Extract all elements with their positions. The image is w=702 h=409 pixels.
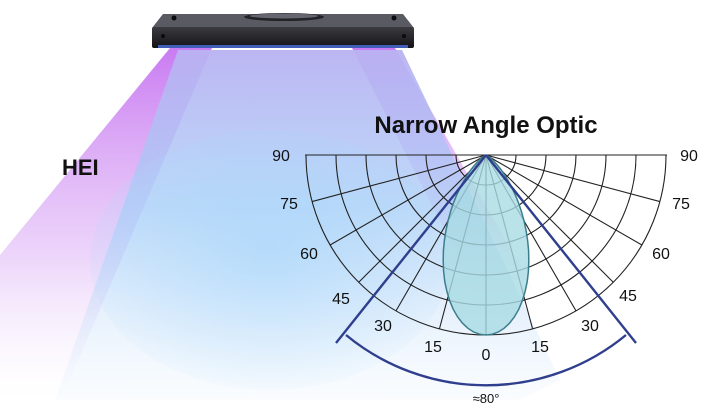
grid-radial — [485, 154, 643, 246]
angle-label-right-45: 45 — [619, 288, 637, 305]
beam-spread-indicator — [335, 154, 637, 387]
grid-radial — [485, 154, 614, 283]
beam-spread-line-left — [335, 154, 487, 344]
angle-label-right-75: 75 — [672, 196, 690, 213]
angle-label-right-30: 30 — [581, 318, 599, 335]
beam-pattern-lobe — [442, 154, 530, 336]
grid-radial — [329, 154, 487, 246]
angle-label-center-0: 0 — [482, 347, 491, 364]
angle-label-right-60: 60 — [652, 246, 670, 263]
grid-radial — [358, 154, 487, 283]
angle-label-left-90: 90 — [272, 148, 290, 165]
angle-label-right-90: 90 — [680, 148, 698, 165]
angle-label-left-15: 15 — [424, 339, 442, 356]
led-light-fixture-icon — [152, 13, 414, 48]
brand-label: HEI — [62, 155, 99, 180]
angle-label-left-75: 75 — [280, 196, 298, 213]
grid-radial — [485, 154, 661, 203]
beam-spread-arc — [345, 334, 627, 387]
angle-label-left-60: 60 — [300, 246, 318, 263]
angle-label-left-30: 30 — [374, 318, 392, 335]
beam-spread-line-right — [485, 154, 637, 344]
beam-spread-label: ≈80° — [473, 391, 500, 406]
diagram-title: Narrow Angle Optic — [374, 112, 597, 139]
angle-label-right-15: 15 — [531, 339, 549, 356]
angle-labels: 90 75 60 45 30 15 0 15 30 45 60 75 90 — [272, 148, 698, 364]
grid-radial — [311, 154, 487, 203]
light-beam — [0, 48, 560, 400]
angle-label-left-45: 45 — [332, 291, 350, 308]
